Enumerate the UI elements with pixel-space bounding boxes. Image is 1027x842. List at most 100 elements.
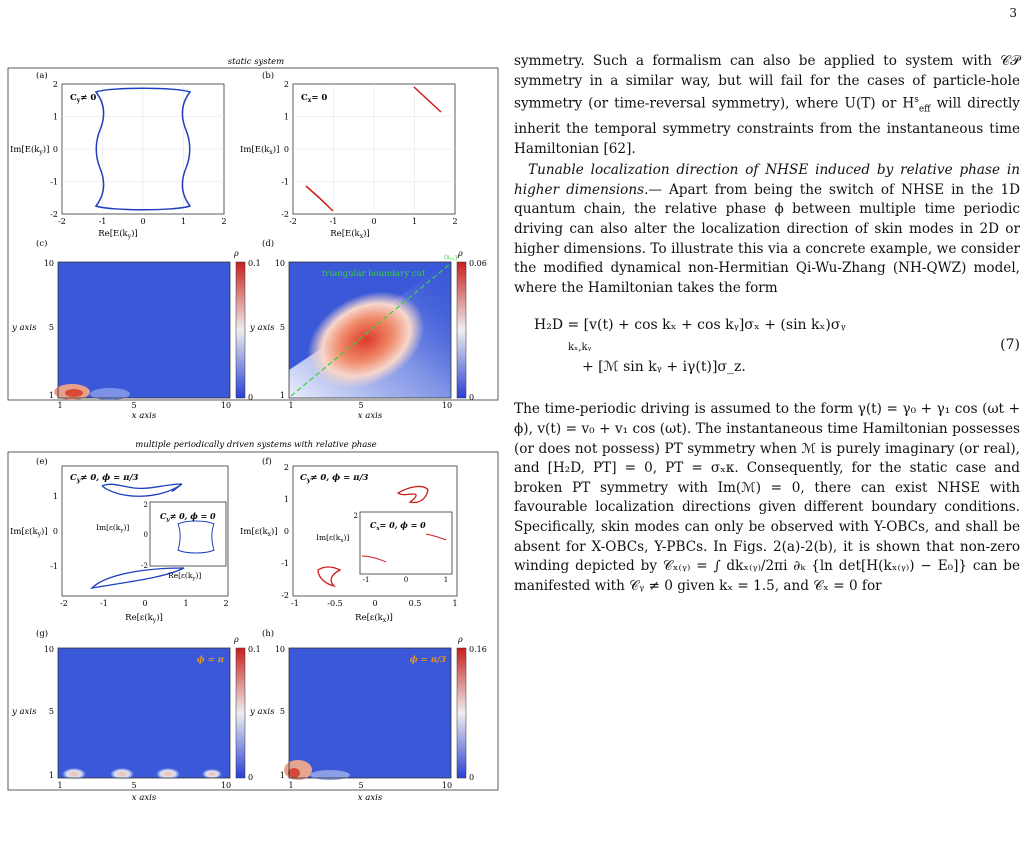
panel-b-yticks: 2 1 0 -1 -2 [281,80,289,219]
panel-f-xticks: -1 -0.5 0 0.5 1 [291,599,457,608]
panel-g-phase-label: ϕ = π [197,655,225,665]
panel-b-xticks: -2 -1 0 1 2 [289,217,457,226]
svg-text:-1: -1 [281,559,289,568]
panel-f-winding-note: Cy≠ 0, ϕ = π/3 [300,473,369,484]
svg-text:1: 1 [444,576,448,584]
svg-text:0: 0 [372,599,377,608]
panel-b-arc-upper [413,86,442,113]
svg-text:10: 10 [442,401,452,410]
panel-h-phase-label: ϕ = π/3 [410,655,446,665]
panel-d-yticks: 10 5 1 [275,259,285,400]
svg-text:10: 10 [442,781,452,790]
panel-h-label: (h) [262,628,274,639]
text-column: symmetry. Such a formalism can also be a… [514,52,1020,598]
panel-a-ylabel: Im[E(ky)] [10,144,49,156]
panel-c-heatmap [58,262,230,398]
panel-h-heatmap [289,648,451,778]
panel-g-colorbar-max: 0.1 [248,645,261,654]
svg-text:-2: -2 [50,210,58,219]
panel-g-hotspot-4 [202,769,222,779]
panel-e-inset-xlabel: Re[ε(ky)] [168,571,201,582]
panel-g-label: (g) [36,628,48,639]
svg-text:-1: -1 [50,562,58,571]
svg-text:10: 10 [275,259,285,268]
svg-text:5: 5 [131,401,136,410]
panel-e-lower-lobe [90,567,185,589]
panel-f-label: (f) [262,456,272,467]
panel-h-ylabel: y axis [249,707,275,717]
panel-c-colorbar-label: ρ [233,249,239,258]
equation-7: H₂D = [v(t) + cos kₓ + cos kᵧ]σₓ + (sin … [514,302,1020,394]
svg-text:-1: -1 [330,217,338,226]
panel-b-grid [293,84,455,214]
panel-g-colorbar-min: 0 [248,773,253,782]
panel-e-xticks: -2 -1 0 1 2 [60,599,228,608]
panel-f-ylabel: Im[ε(kx)] [240,526,278,538]
panel-g-colorbar-label: ρ [233,635,239,644]
panel-g-frame [57,647,231,779]
panel-d-xticks: 1 5 10 [288,401,452,410]
svg-text:0: 0 [284,145,289,154]
panel-h-hotspot-core [288,768,300,778]
equation-line-2: + [ℳ sin kᵧ + iγ(t)]σ_z. [582,359,746,376]
panel-h-colorbar-max: 0.16 [469,645,487,654]
panel-g-hotspot-3 [156,768,180,780]
panel-d-corner-label: (xc,y [444,253,459,263]
svg-text:0: 0 [284,527,289,536]
panel-b-arc-lower [305,185,334,212]
panel-c-hotspot-core [65,389,83,397]
panel-f-inset-arc-upper [425,533,447,541]
panel-e-inset-loop [177,520,215,554]
equation-line-1: H₂D = [v(t) + cos kₓ + cos kᵧ]σₓ + (sin … [534,317,846,334]
panel-e-inset-note: Cy≠ 0, ϕ = 0 [160,511,216,523]
equation-number: (7) [1000,337,1020,354]
panel-f-xlabel: Re[ε(kx)] [355,612,393,624]
svg-text:-0.5: -0.5 [327,599,342,608]
svg-text:0: 0 [371,217,376,226]
svg-text:-2: -2 [60,599,68,608]
svg-text:1: 1 [412,217,417,226]
panel-b-xlabel: Re[E(kx)] [330,228,369,240]
svg-text:1: 1 [57,401,62,410]
panel-e-inset [149,501,227,567]
panel-e: (e) Cy≠ 0, ϕ = π/3 Cy≠ 0, ϕ = 0 2 0 -2 Im[… [10,456,229,624]
equation-sum-index: kₓ,kᵧ [568,342,592,354]
panel-c-label: (c) [36,238,47,249]
svg-text:-2: -2 [289,217,297,226]
panel-e-label: (e) [36,456,48,467]
svg-text:2: 2 [53,80,58,89]
page-number: 3 [1009,6,1017,20]
panel-d-colorbar-label: ρ [457,249,463,258]
panel-d-colorbar [456,261,467,399]
panel-e-upper-lobe [101,483,183,497]
svg-text:2: 2 [284,463,289,472]
svg-text:5: 5 [49,323,54,332]
svg-text:1: 1 [280,391,285,400]
svg-text:-2: -2 [281,591,289,600]
panel-g-heatmap [58,648,230,778]
panel-d-frame [288,261,452,399]
panel-h-colorbar-min: 0 [469,773,474,782]
svg-text:5: 5 [358,781,363,790]
paragraph-driving: The time-periodic driving is assumed to … [514,401,1020,594]
panel-b-winding-note: Cx= 0 [301,93,327,104]
svg-text:-2: -2 [281,210,289,219]
svg-text:0: 0 [142,599,147,608]
panel-c-frame [57,261,231,399]
svg-text:5: 5 [280,707,285,716]
panel-a-label: (a) [36,70,48,81]
panel-f: (f) Cy≠ 0, ϕ = π/3 Cx= 0, ϕ = 0 Im[ε(kx)… [240,456,458,624]
svg-text:-1: -1 [99,217,107,226]
svg-text:1: 1 [53,113,58,122]
panel-e-xlabel: Re[ε(ky)] [125,612,163,624]
panel-c-colorbar [235,261,246,399]
svg-text:10: 10 [44,645,54,654]
panel-g-yticks: 10 5 1 [44,645,54,780]
panel-a-xticks: -2 -1 0 1 2 [58,217,226,226]
bottom-section-title: multiple periodically driven systems wit… [135,440,376,450]
panel-f-lower-crescent [317,566,342,588]
panel-b-ylabel: Im[E(kx)] [240,144,279,156]
bottom-section-frame [7,451,499,791]
